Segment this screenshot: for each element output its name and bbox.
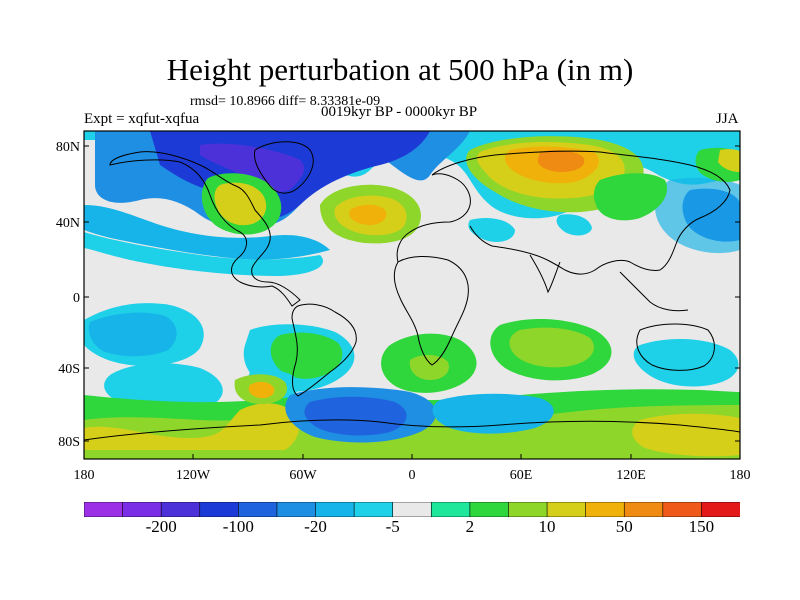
colorbar-swatch [508,502,548,517]
colorbar-swatch [392,502,433,517]
colorbar-swatch [160,502,201,517]
period-label: 0019kyr BP - 0000kyr BP [321,104,478,120]
colorbar-swatch [585,502,626,517]
colorbar-label: 2 [465,517,475,536]
lat-label: 0 [73,291,80,306]
colorbar-swatch [701,502,740,517]
colorbar-swatch [546,502,587,517]
colorbar-swatch [430,502,471,517]
colorbar-label: -200 [145,517,177,536]
colorbar-swatch [662,502,703,517]
colorbar-label: 10 [538,517,556,536]
colorbar-swatch [238,502,278,517]
lat-label: 80S [58,435,80,450]
latitude-labels: 80N 40N 0 40S 80S [56,140,80,450]
experiment-label: Expt = xqfut-xqfua [84,111,200,127]
lat-label: 40S [58,362,80,377]
season-label: JJA [716,111,739,127]
stats-subtitle: rmsd= 10.8966 diff= 8.33381e-09 [190,94,381,109]
tick-marks [83,145,741,459]
colorbar-swatch [122,502,162,517]
colorbar-swatch [315,502,355,517]
map-title: Height perturbation at 500 hPa (in m) [166,52,634,87]
colorbar-label: 150 [688,517,715,536]
lon-label: 60W [289,468,317,483]
lon-label: 180 [74,468,95,483]
lon-label: 120W [176,468,211,483]
colorbar-swatch [84,502,124,517]
colorbar-swatch [353,502,394,517]
contour-field [84,131,740,459]
lat-label: 80N [56,140,80,155]
lon-label: 120E [616,468,646,483]
lon-label: 180 [730,468,751,483]
colorbar-label: -100 [222,517,254,536]
colorbar-label: -5 [385,517,400,536]
colorbar-swatch [276,502,317,517]
coastlines [84,141,740,441]
colorbar [84,502,740,517]
longitude-labels: 180 120W 60W 0 60E 120E 180 [74,468,751,483]
colorbar-swatch [469,502,510,517]
colorbar-label: -20 [304,517,327,536]
colorbar-swatch [623,502,664,517]
colorbar-label: 50 [615,517,633,536]
lat-label: 40N [56,216,80,231]
lon-label: 0 [409,468,416,483]
colorbar-swatch [199,502,240,517]
lon-label: 60E [510,468,533,483]
